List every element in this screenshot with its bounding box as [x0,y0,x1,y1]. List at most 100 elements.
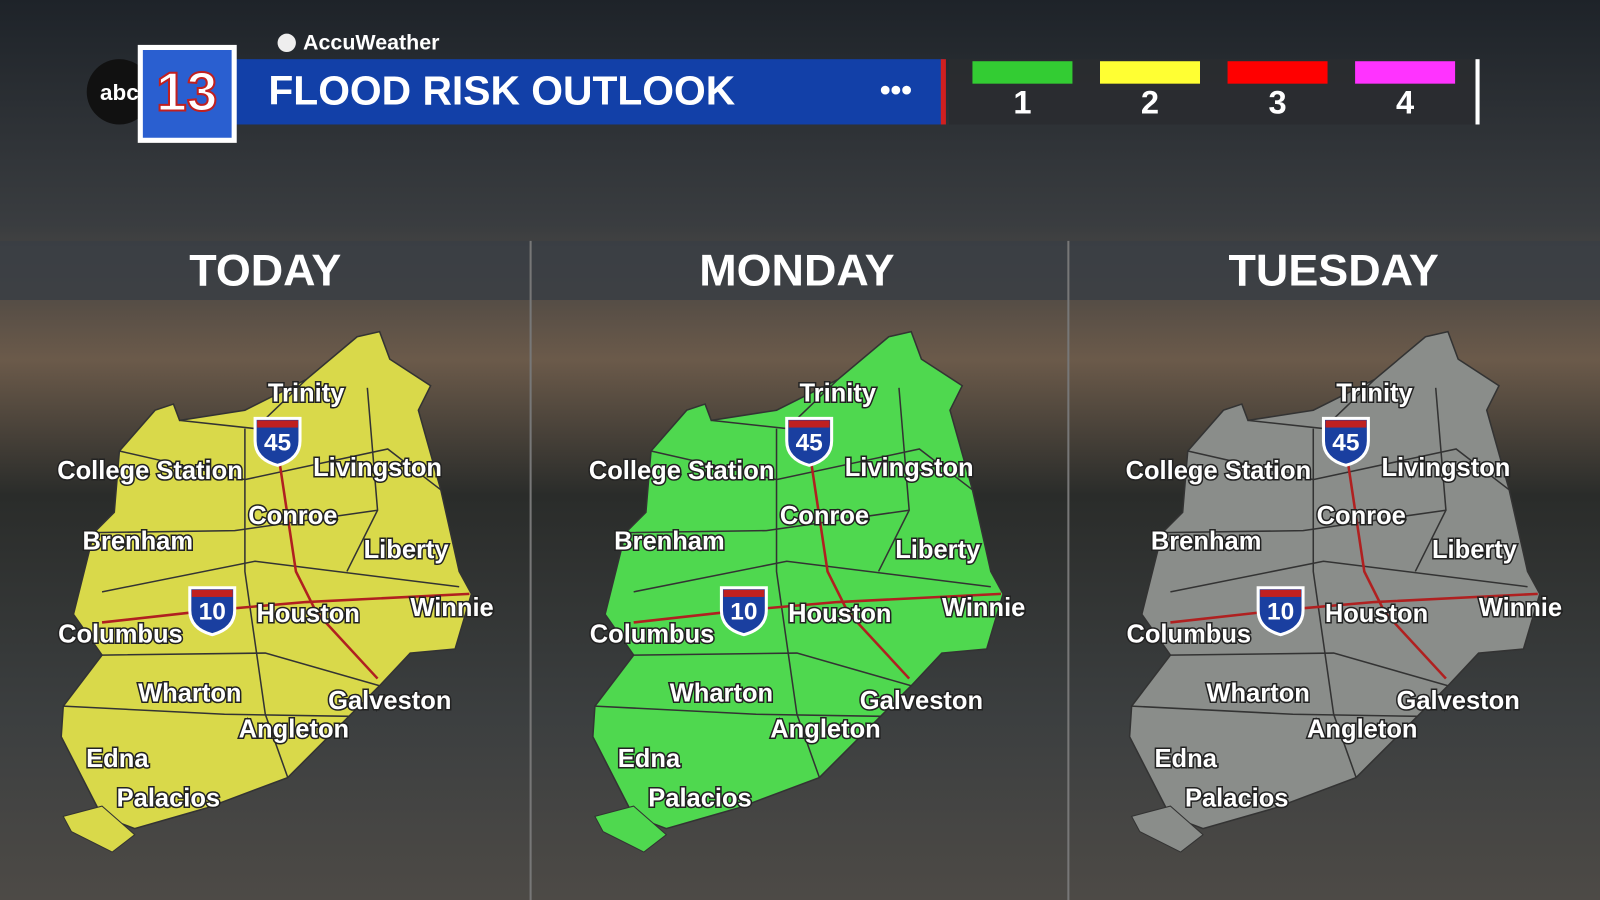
county-line [594,705,881,718]
city-label: Livingston [845,454,974,482]
highway [1344,448,1447,680]
city-label: College Station [589,457,775,485]
highway [1170,592,1538,624]
highway-shield [1256,586,1305,637]
city-label: Palacios [1185,785,1288,813]
city-label: Houston [256,600,359,628]
city-label: Columbus [58,620,183,648]
city-label: Wharton [138,680,241,708]
city-label: College Station [57,457,243,485]
county-line [101,560,460,593]
county-line [63,705,349,718]
channel-logo-inner [142,50,232,138]
city-label: Wharton [1206,680,1309,708]
city-label: Brenham [82,528,193,556]
highway-number: 45 [796,429,823,456]
abc-logo [86,59,153,125]
city-label: Houston [788,600,891,628]
city-label: Liberty [364,536,450,564]
city-label: Galveston [328,687,451,715]
city-label: Columbus [1126,620,1251,648]
county-line [775,428,821,778]
menu-dots: ••• [880,73,912,107]
risk-area [594,805,668,853]
highway-shield [188,586,237,637]
county-line [1312,428,1357,778]
city-label: College Station [1126,457,1312,485]
risk-area [60,330,473,830]
city-label: Winnie [942,594,1025,622]
city-label: Wharton [670,680,773,708]
provider: AccuWeather [303,31,439,55]
city-label: Livingston [1381,454,1510,482]
city-label: Brenham [1151,528,1262,556]
legend-swatch [972,61,1073,84]
city-label: Livingston [313,454,442,482]
channel-number: 13 [156,60,217,122]
city-label: Palacios [117,785,220,813]
shield-top [1260,589,1302,597]
shield-top [723,589,765,597]
city-label: Columbus [590,620,715,648]
highway-shield [719,586,768,637]
legend-swatch [1100,61,1200,84]
county-line [1414,387,1447,572]
risk-area [1128,330,1541,830]
city-label: Galveston [860,687,983,715]
county-line [346,387,379,572]
shield-top [1325,420,1367,428]
city-label: Conroe [780,502,869,530]
county-line [650,448,973,491]
city-label: Liberty [895,536,981,564]
county-line [244,428,289,778]
highway [633,592,1002,624]
county-line [1170,652,1449,687]
highway [101,592,470,624]
legend-swatch [1227,61,1328,84]
highway-shield [253,416,302,467]
city-label: Conroe [248,502,337,530]
county-line [625,509,910,534]
city-label: Edna [618,745,681,773]
city-label: Angleton [770,715,880,743]
county-line [1162,509,1447,534]
county-line [1131,705,1418,718]
provider-icon [277,33,296,53]
legend-label: 2 [1141,84,1159,121]
legend-label: 3 [1268,84,1286,121]
highway-number: 45 [1332,429,1359,456]
county-line [1187,448,1510,491]
network-name: abc [100,80,139,105]
county-line [633,652,912,687]
county-line [877,387,910,572]
county-line [633,560,991,593]
city-label: Angleton [239,715,349,743]
day-label: MONDAY [699,244,894,295]
maps: TODAY 45 10 Trinity College Station Livingsto… [56,244,1564,853]
city-label: Winnie [1479,594,1562,622]
city-label: Conroe [1317,502,1406,530]
shield-top [788,420,830,428]
highway-number: 10 [199,599,226,626]
highway [276,448,379,680]
highway-number: 10 [1267,599,1294,626]
highway [807,448,911,680]
highway-number: 45 [264,429,291,456]
day-band [0,240,1600,300]
legend-label: 4 [1396,84,1414,121]
legend-edge [1475,59,1480,125]
city-label: Liberty [1432,536,1518,564]
city-label: Winnie [410,594,493,622]
city-label: Edna [1155,745,1218,773]
city-label: Edna [86,745,149,773]
highway-shield [785,416,834,467]
day-label: TODAY [189,244,341,295]
city-label: Trinity [799,380,876,408]
city-label: Galveston [1397,687,1520,715]
city-label: Houston [1325,600,1428,628]
county-line [1170,560,1528,593]
legend-label: 1 [1013,84,1031,121]
shield-top [257,420,298,428]
